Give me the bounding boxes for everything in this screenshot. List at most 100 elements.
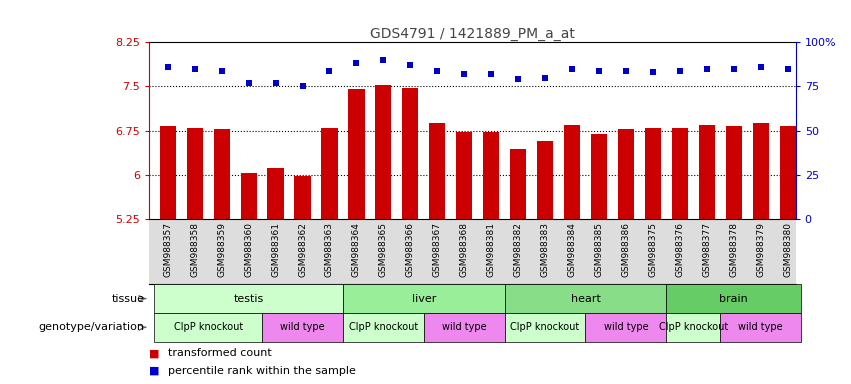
Text: GSM988361: GSM988361 [271,222,280,277]
Text: transformed count: transformed count [168,348,271,358]
Text: genotype/variation: genotype/variation [38,322,145,333]
Text: GSM988360: GSM988360 [244,222,253,277]
Text: GSM988364: GSM988364 [352,222,361,277]
Text: GSM988379: GSM988379 [757,222,765,277]
Text: ClpP knockout: ClpP knockout [174,322,243,333]
Text: GSM988377: GSM988377 [702,222,711,277]
Bar [294,176,311,219]
Text: GSM988386: GSM988386 [621,222,631,277]
Point [592,68,606,74]
Bar [483,132,500,219]
Bar [343,313,424,342]
Point [295,83,309,89]
Text: ClpP knockout: ClpP knockout [349,322,418,333]
Bar [752,123,768,219]
Bar [645,128,661,219]
Point [376,57,390,63]
Text: GSM988362: GSM988362 [298,222,307,277]
Text: testis: testis [233,293,264,304]
Point [646,69,660,75]
Point [673,68,687,74]
Text: GSM988382: GSM988382 [514,222,523,277]
Text: GSM988381: GSM988381 [487,222,495,277]
Text: GSM988385: GSM988385 [595,222,603,277]
Bar [154,284,343,313]
Bar [267,168,283,219]
Point [269,80,283,86]
Bar [726,126,742,219]
Point [458,71,471,77]
Point [727,66,740,72]
Text: percentile rank within the sample: percentile rank within the sample [168,366,356,376]
Bar [666,284,801,313]
Bar [160,126,176,219]
Bar [591,134,607,219]
Bar [403,88,419,219]
Point [323,68,336,74]
Bar [564,125,580,219]
Bar [424,313,505,342]
Point [619,68,632,74]
Text: GSM988383: GSM988383 [540,222,550,277]
Point [242,80,255,86]
Text: ■: ■ [149,366,159,376]
Text: tissue: tissue [111,293,145,304]
Text: GSM988368: GSM988368 [460,222,469,277]
Text: GSM988366: GSM988366 [406,222,414,277]
Bar [720,313,801,342]
Text: liver: liver [412,293,436,304]
Bar [241,173,257,219]
Text: GSM988384: GSM988384 [568,222,576,277]
Point [565,66,579,72]
Bar [186,128,203,219]
Bar [537,141,553,219]
Text: ■: ■ [149,348,159,358]
Bar [262,313,343,342]
Text: GSM988365: GSM988365 [379,222,388,277]
Title: GDS4791 / 1421889_PM_a_at: GDS4791 / 1421889_PM_a_at [370,27,574,41]
Point [214,68,228,74]
Bar [618,129,634,219]
Bar [671,128,688,219]
Point [539,74,552,81]
Point [350,60,363,66]
Bar [429,123,445,219]
Point [188,66,202,72]
Bar [348,89,364,219]
Point [431,68,444,74]
Point [781,66,795,72]
Bar [214,129,230,219]
Point [754,64,768,70]
Text: GSM988375: GSM988375 [648,222,657,277]
Text: ClpP knockout: ClpP knockout [511,322,580,333]
Bar [322,128,338,219]
Point [484,71,498,77]
Text: GSM988358: GSM988358 [191,222,199,277]
Point [403,62,417,68]
Text: GSM988363: GSM988363 [325,222,334,277]
Bar [510,149,526,219]
Text: wild type: wild type [280,322,325,333]
Text: wild type: wild type [603,322,648,333]
Bar [456,132,472,219]
Bar [780,126,796,219]
Text: GSM988376: GSM988376 [676,222,684,277]
Point [511,76,525,83]
Text: brain: brain [719,293,748,304]
Point [700,66,713,72]
Bar [505,284,666,313]
Text: wild type: wild type [739,322,783,333]
Text: GSM988359: GSM988359 [217,222,226,277]
Point [161,64,174,70]
Bar [343,284,505,313]
Text: GSM988380: GSM988380 [783,222,792,277]
Text: GSM988367: GSM988367 [433,222,442,277]
Text: GSM988378: GSM988378 [729,222,738,277]
Bar [666,313,720,342]
Text: heart: heart [570,293,601,304]
Bar [375,85,391,219]
Bar [154,313,262,342]
Text: GSM988357: GSM988357 [163,222,172,277]
Bar [585,313,666,342]
Text: ClpP knockout: ClpP knockout [659,322,728,333]
